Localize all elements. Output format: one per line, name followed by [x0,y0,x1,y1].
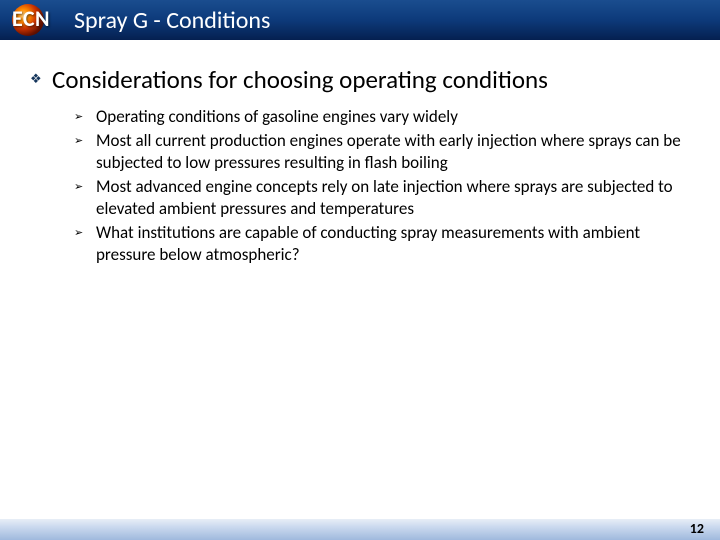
list-item-text: Most all current production engines oper… [96,130,690,174]
list-item: ➢ Operating conditions of gasoline engin… [74,106,690,128]
footer-bar: 12 [0,518,720,540]
list-item-text: Operating conditions of gasoline engines… [96,106,458,128]
arrow-bullet-icon: ➢ [74,222,92,244]
slide-title: Spray G - Conditions [74,6,270,35]
page-number: 12 [690,520,704,537]
diamond-bullet-icon: ❖ [30,64,44,96]
content-area: ❖ Considerations for choosing operating … [0,40,720,266]
bullet-list: ➢ Operating conditions of gasoline engin… [74,106,690,266]
section-heading-row: ❖ Considerations for choosing operating … [30,64,690,96]
arrow-bullet-icon: ➢ [74,130,92,152]
list-item-text: What institutions are capable of conduct… [96,222,690,266]
list-item: ➢ What institutions are capable of condu… [74,222,690,266]
section-heading: Considerations for choosing operating co… [52,64,548,96]
arrow-bullet-icon: ➢ [74,106,92,128]
list-item-text: Most advanced engine concepts rely on la… [96,176,690,220]
arrow-bullet-icon: ➢ [74,176,92,198]
list-item: ➢ Most advanced engine concepts rely on … [74,176,690,220]
logo-label: ECN [12,5,50,32]
header-bar: ECN Spray G - Conditions [0,0,720,40]
list-item: ➢ Most all current production engines op… [74,130,690,174]
